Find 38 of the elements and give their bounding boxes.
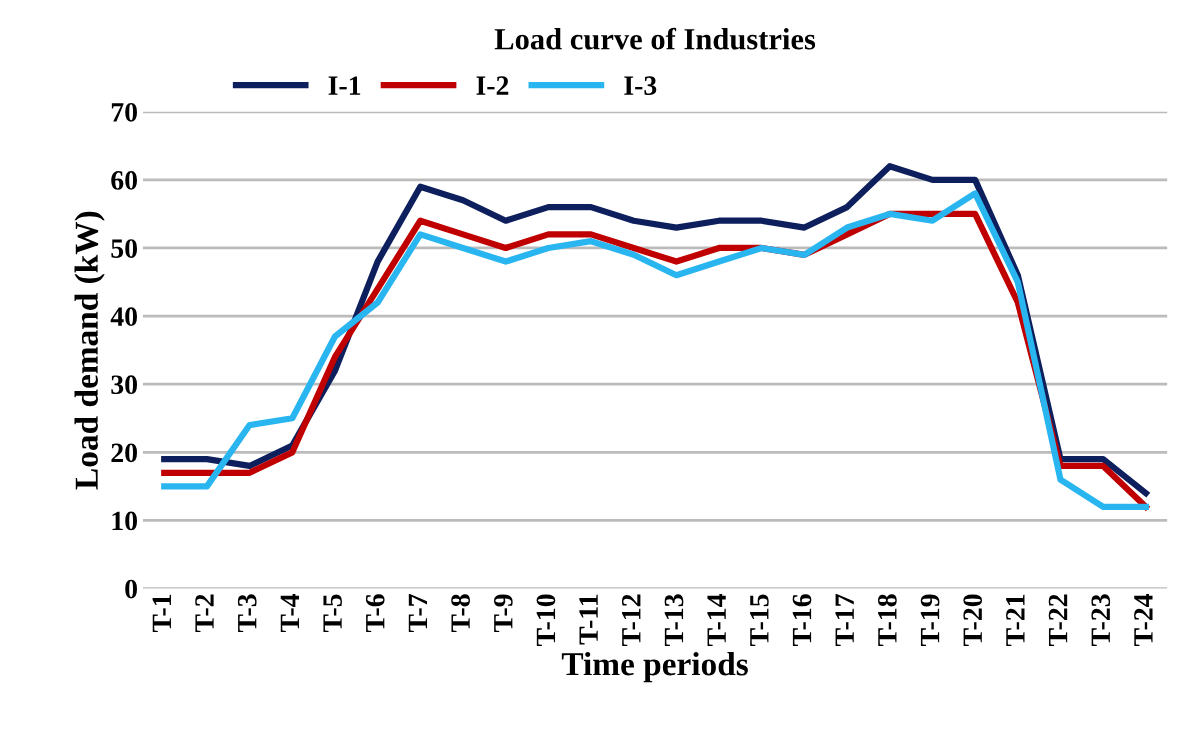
x-tick-label: T-21 <box>1006 594 1025 646</box>
x-tick-label: T-24 <box>1134 593 1153 646</box>
x-tick-label: T-10 <box>536 594 556 646</box>
x-tick-label: T-15 <box>750 594 769 646</box>
x-tick-label: T-9 <box>493 594 513 633</box>
x-tick-label: T-11 <box>579 594 598 645</box>
x-tick-label: T-2 <box>195 594 214 633</box>
x-tick-label: T-20 <box>963 594 983 646</box>
x-tick-label: T-5 <box>323 594 342 633</box>
x-tick-label: T-4 <box>280 593 299 633</box>
y-tick-label: 10 <box>112 511 137 531</box>
x-tick-label: T-7 <box>408 594 427 633</box>
x-tick-label: T-13 <box>664 594 684 646</box>
legend-label: I-3 <box>624 76 657 95</box>
x-tick-label: T-1 <box>152 594 171 633</box>
y-axis-title: Load demand (kW) <box>74 211 105 490</box>
y-tick-label: 60 <box>111 171 137 190</box>
x-tick-label: T-3 <box>237 594 257 633</box>
x-tick-label: T-14 <box>707 593 726 646</box>
y-tick-label: 70 <box>111 102 137 122</box>
x-tick-label: T-17 <box>835 594 854 646</box>
legend-label: I-2 <box>476 76 509 95</box>
y-tick-label: 50 <box>111 239 137 258</box>
chart-title: Load curve of Industries <box>494 27 816 50</box>
x-axis-title: Time periods <box>561 651 748 683</box>
y-tick-label: 30 <box>111 375 137 395</box>
x-tick-label: T-23 <box>1091 594 1111 646</box>
y-tick-label: 20 <box>111 443 137 463</box>
y-tick-label: 40 <box>110 307 137 326</box>
x-tick-label: T-12 <box>622 594 641 646</box>
x-tick-label: T-6 <box>365 594 385 633</box>
x-tick-label: T-16 <box>792 594 812 646</box>
x-tick-label: T-22 <box>1048 594 1068 646</box>
x-tick-label: T-8 <box>451 594 470 633</box>
legend-label: I-1 <box>328 76 361 95</box>
x-tick-label: T-18 <box>877 594 897 646</box>
y-tick-label: 0 <box>125 579 137 599</box>
x-tick-label: T-19 <box>920 594 940 646</box>
